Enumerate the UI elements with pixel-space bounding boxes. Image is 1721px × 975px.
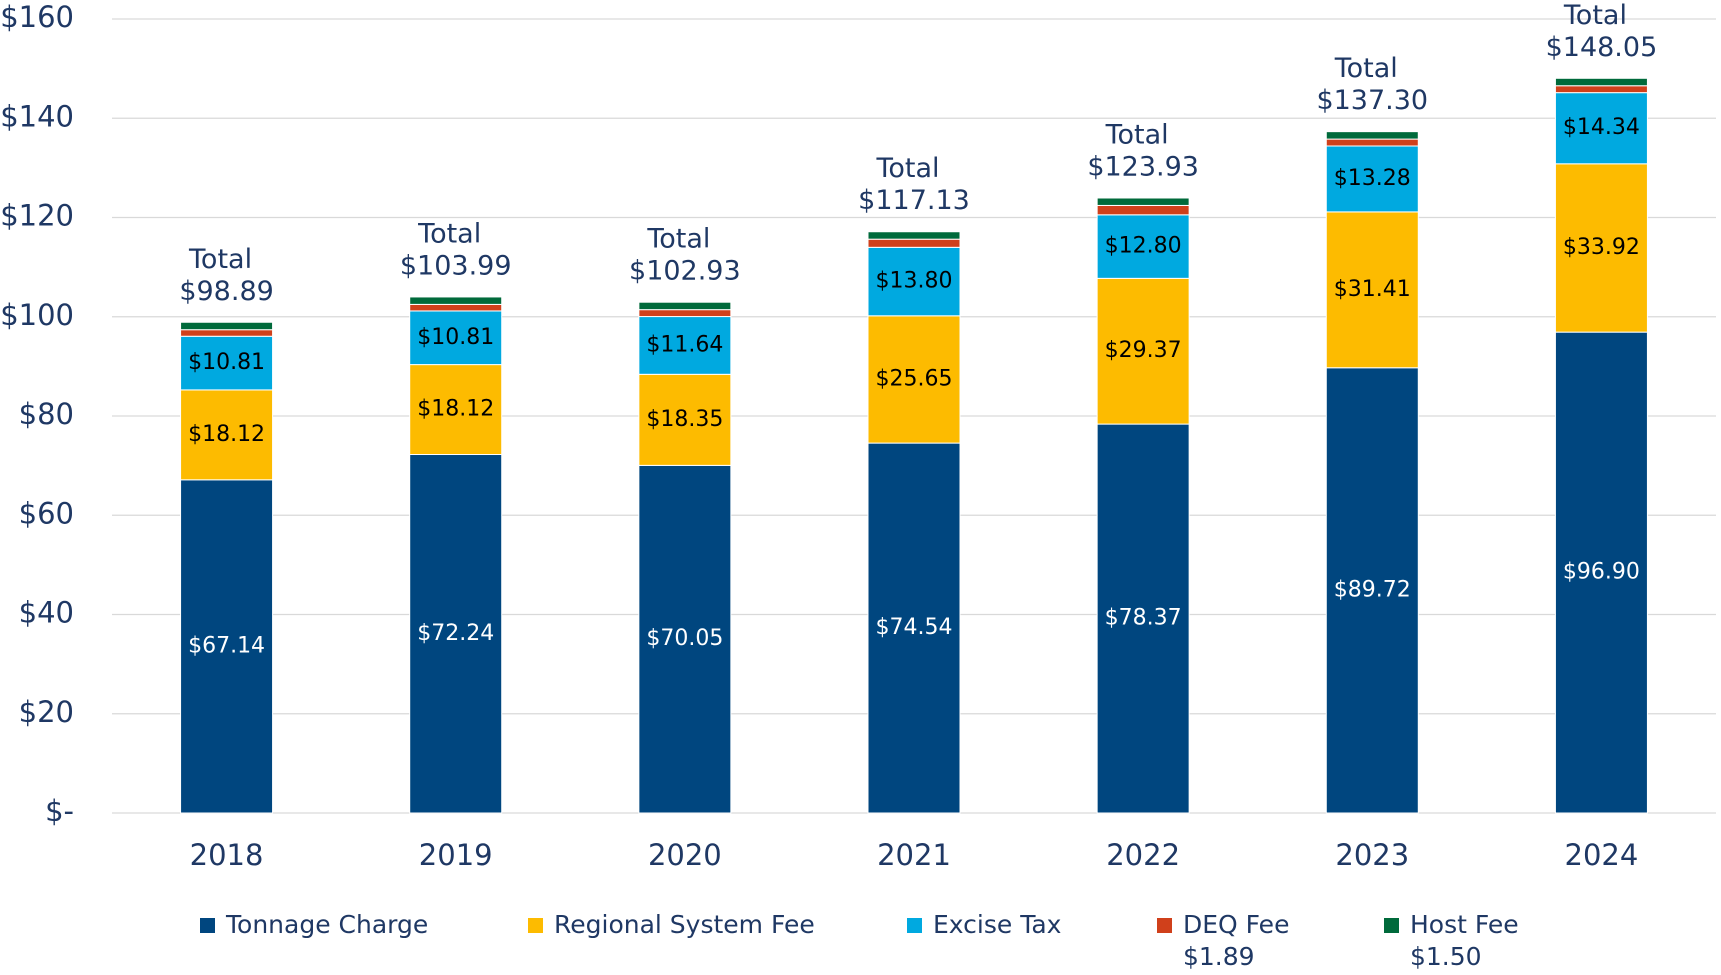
value-label: $70.05: [646, 626, 723, 651]
legend-note: $1.89: [1183, 942, 1255, 971]
total-title: Total: [1334, 53, 1398, 84]
value-label: $67.14: [188, 633, 265, 658]
bar-segment: [1325, 145, 1419, 213]
legend-swatch: [528, 918, 543, 933]
bar-segment: [180, 321, 274, 331]
legend-label: Regional System Fee: [554, 910, 815, 939]
total-label: $117.13: [858, 185, 970, 216]
bar-segment: [1096, 197, 1190, 206]
x-tick-label: 2019: [419, 838, 493, 872]
bar-segment: [180, 329, 274, 337]
legend-label: Tonnage Charge: [225, 910, 428, 939]
total-title: Total: [646, 224, 710, 255]
legend-label: DEQ Fee: [1183, 910, 1289, 939]
y-tick-label: $140: [0, 99, 74, 133]
legend-swatch: [1384, 918, 1399, 933]
y-tick-label: $120: [0, 199, 74, 233]
y-tick-label: $20: [19, 695, 74, 729]
x-tick-label: 2022: [1106, 838, 1180, 872]
y-tick-label: $40: [19, 596, 74, 630]
total-label: $123.93: [1087, 151, 1199, 182]
legend-label: Excise Tax: [933, 910, 1061, 939]
bar-segment: [867, 231, 961, 240]
bar-segment: [180, 335, 274, 391]
value-label: $89.72: [1334, 577, 1411, 602]
y-tick-label: $-: [45, 794, 74, 828]
total-label: $102.93: [629, 256, 741, 287]
value-label: $18.35: [646, 407, 723, 432]
bar-segment: [867, 246, 961, 317]
legend-swatch: [1157, 918, 1172, 933]
value-label: $78.37: [1105, 606, 1182, 631]
bar-segment: [1554, 163, 1648, 333]
y-tick-label: $80: [19, 397, 74, 431]
y-tick-label: $60: [19, 496, 74, 530]
value-label: $13.80: [876, 269, 953, 294]
total-label: $98.89: [179, 276, 273, 307]
value-label: $18.12: [417, 397, 494, 422]
bar-segment: [1096, 204, 1190, 216]
value-label: $29.37: [1105, 338, 1182, 363]
value-label: $72.24: [417, 621, 494, 646]
bar-segment: [638, 309, 732, 318]
x-tick-label: 2024: [1565, 838, 1639, 872]
total-title: Total: [417, 218, 481, 249]
bar-segment: [1554, 77, 1648, 87]
bar-segment: [1554, 331, 1648, 814]
legend-swatch: [907, 918, 922, 933]
bar-segment: [409, 296, 503, 305]
bar-segment: [867, 442, 961, 814]
x-tick-label: 2018: [190, 838, 264, 872]
bar-segment: [638, 316, 732, 375]
value-label: $74.54: [876, 615, 953, 640]
bar-segment: [180, 389, 274, 481]
bar-segment: [180, 479, 274, 814]
value-label: $13.28: [1334, 166, 1411, 191]
bar-segment: [1096, 423, 1190, 814]
value-label: $10.81: [188, 350, 265, 375]
bar-segment: [409, 364, 503, 456]
total-label: $103.99: [400, 250, 512, 281]
bar-segment: [1325, 211, 1419, 369]
bar-segment: [1554, 92, 1648, 165]
total-title: Total: [875, 153, 939, 184]
value-label: $18.12: [188, 422, 265, 447]
total-label: $137.30: [1316, 85, 1428, 116]
value-label: $25.65: [876, 366, 953, 391]
value-label: $14.34: [1563, 115, 1640, 140]
value-label: $11.64: [646, 332, 723, 357]
bar-segment: [409, 310, 503, 366]
total-title: Total: [188, 244, 252, 275]
value-label: $10.81: [417, 325, 494, 350]
value-label: $33.92: [1563, 235, 1640, 260]
x-tick-label: 2020: [648, 838, 722, 872]
bar-segment: [867, 238, 961, 248]
bar-segment: [638, 373, 732, 466]
bar-segment: [1325, 131, 1419, 140]
value-label: $31.41: [1334, 277, 1411, 302]
bar-segment: [1096, 277, 1190, 425]
legend-label: Host Fee: [1410, 910, 1519, 939]
bar-segment: [409, 303, 503, 312]
legend-swatch: [200, 918, 215, 933]
y-tick-label: $100: [0, 298, 74, 332]
x-tick-label: 2021: [877, 838, 951, 872]
total-title: Total: [1105, 119, 1169, 150]
value-label: $96.90: [1563, 560, 1640, 585]
bar-segment: [409, 454, 503, 814]
total-title: Total: [1563, 0, 1627, 31]
legend-note: $1.50: [1410, 942, 1482, 971]
bar-segment: [1325, 138, 1419, 147]
x-tick-label: 2023: [1335, 838, 1409, 872]
bar-segment: [1554, 85, 1648, 94]
y-tick-label: $160: [0, 0, 74, 34]
bar-segment: [1096, 214, 1190, 279]
value-label: $12.80: [1105, 234, 1182, 259]
total-label: $148.05: [1546, 32, 1658, 63]
bar-segment: [1325, 367, 1419, 814]
bar-segment: [638, 301, 732, 311]
